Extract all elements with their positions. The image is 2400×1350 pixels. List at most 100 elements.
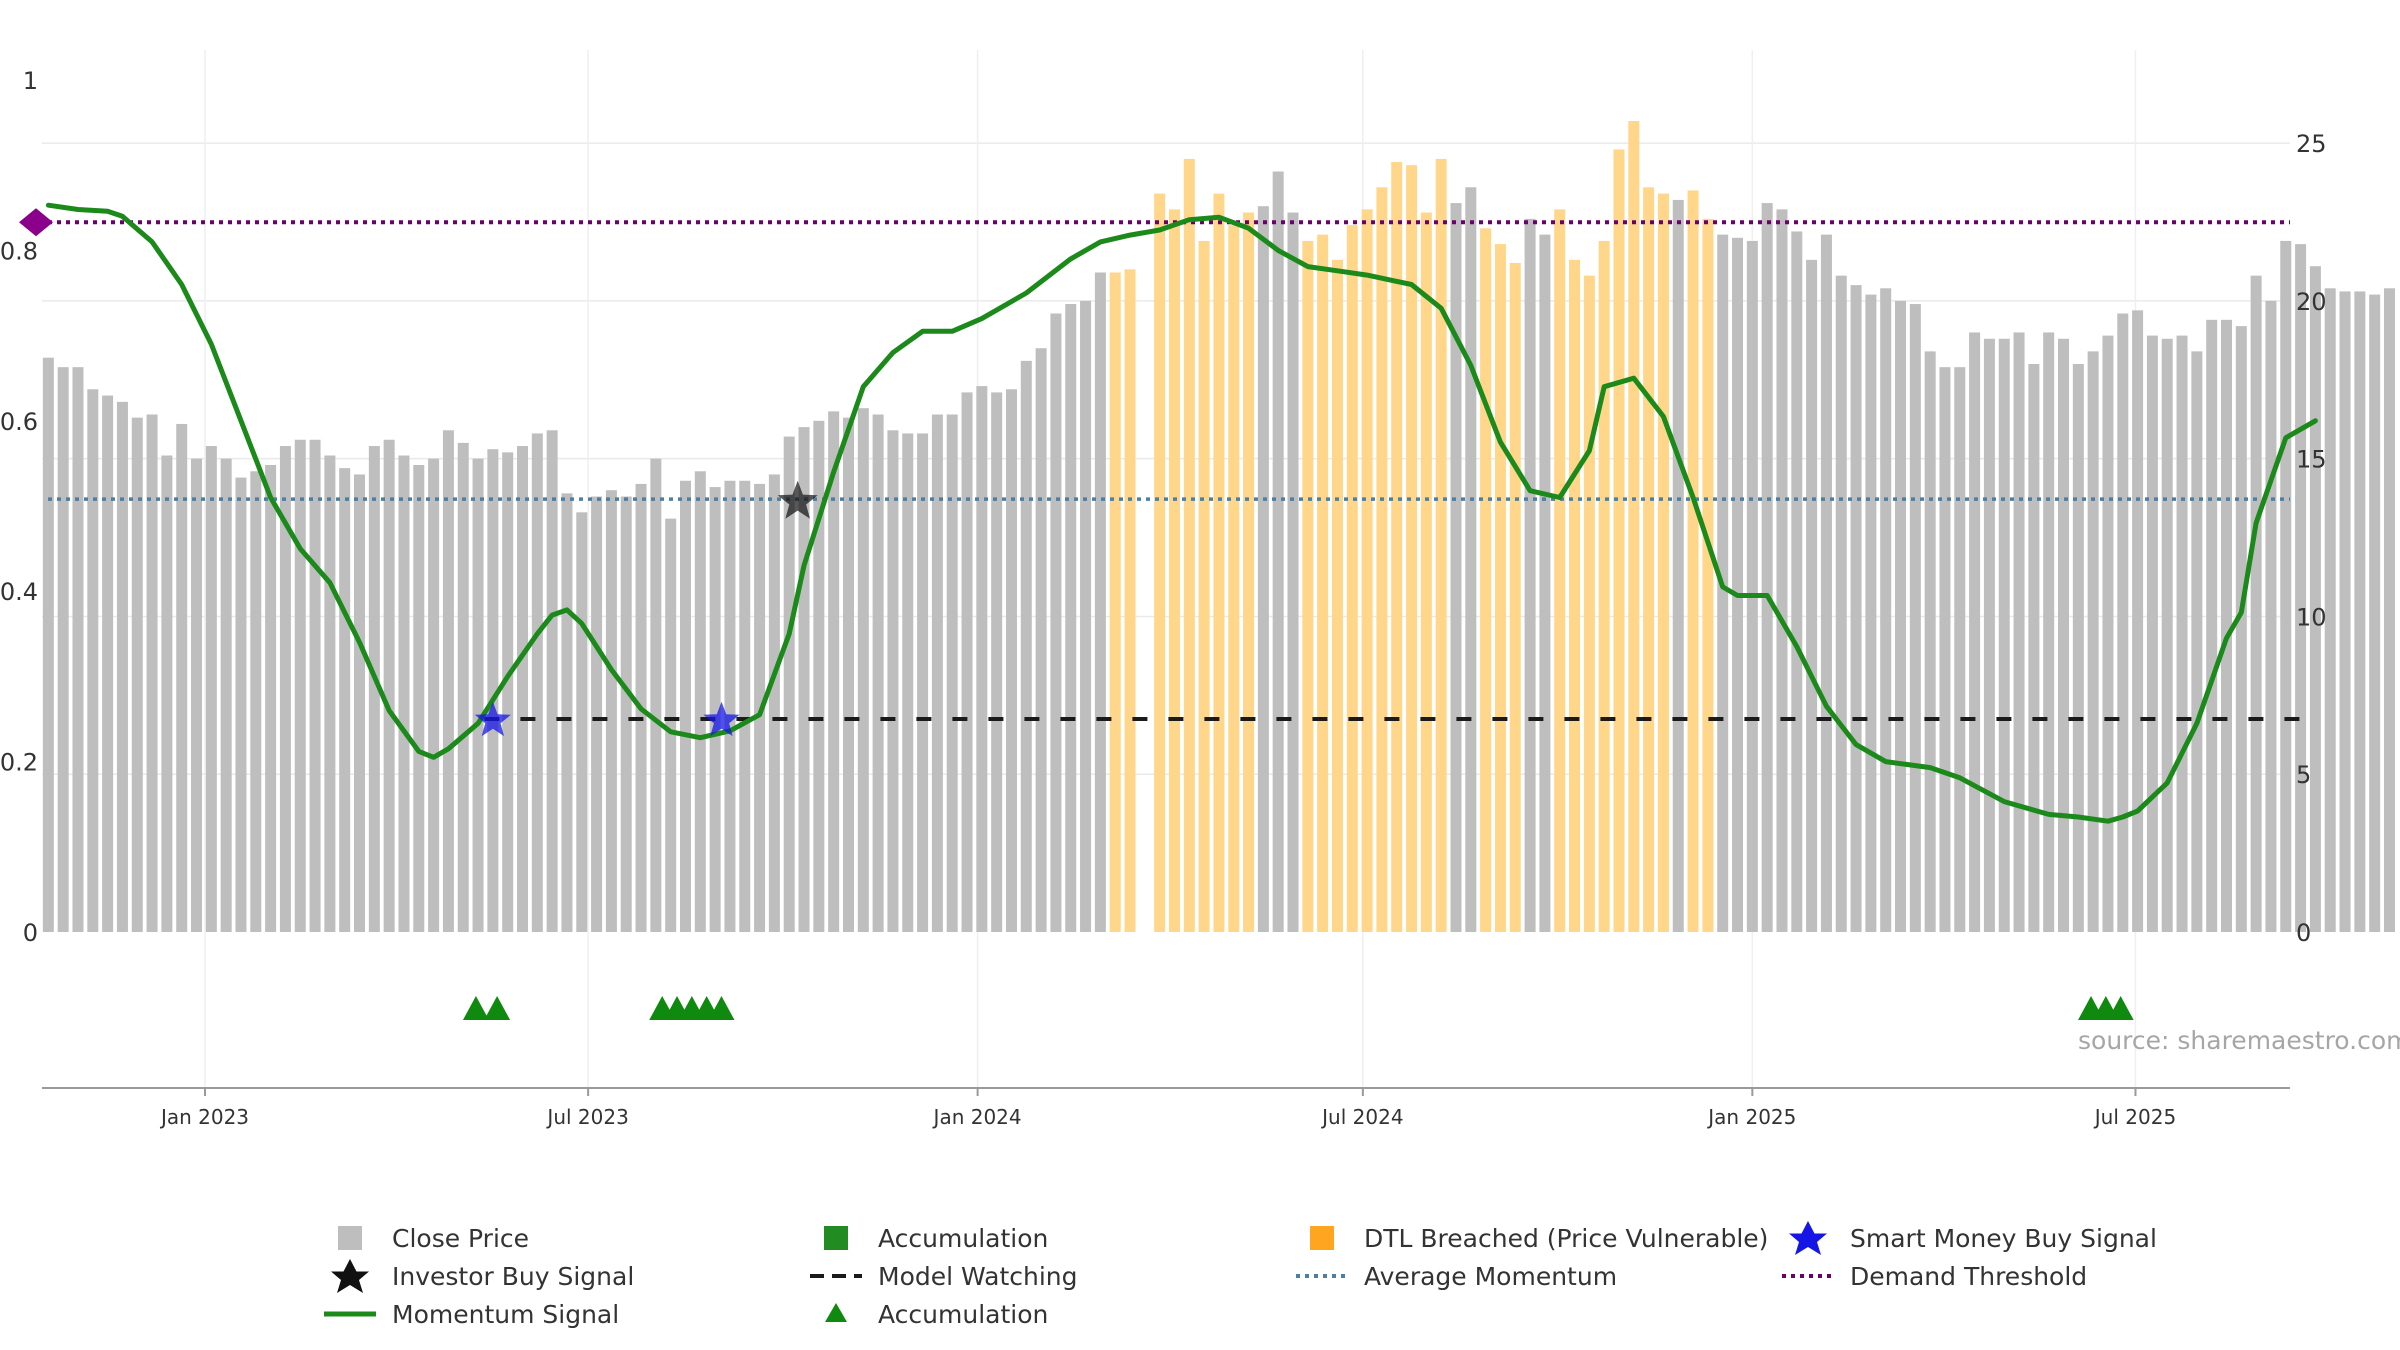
close-price-bar: [2028, 364, 2040, 932]
close-price-bar: [2220, 319, 2232, 932]
close-price-bar: [2339, 291, 2351, 932]
close-price-bar: [1835, 275, 1847, 933]
x-tick-label: Jan 2024: [932, 1105, 1022, 1129]
close-price-bar: [650, 458, 662, 932]
dtl-breached-bar: [1494, 244, 1506, 933]
smart-money-buy-signal-star: [703, 701, 740, 737]
dtl-breached-bar: [1168, 209, 1180, 932]
close-price-bar: [1524, 218, 1536, 932]
close-price-bar: [872, 414, 884, 932]
close-price-bar: [1924, 351, 1936, 932]
close-price-bar: [591, 496, 603, 932]
dtl-breached-bar: [1702, 218, 1714, 932]
accumulation-marker-triangle: [462, 996, 489, 1020]
close-price-bar: [472, 458, 484, 932]
close-price-bar: [1005, 389, 1017, 932]
close-price-bar: [354, 474, 366, 932]
close-price-bar: [161, 455, 173, 932]
accumulation-marker-triangle: [2107, 996, 2134, 1020]
close-price-bar: [235, 477, 247, 932]
orange-square-icon: [1310, 1226, 1334, 1250]
close-price-bar: [576, 512, 588, 932]
dtl-breached-bar: [1643, 187, 1655, 933]
left-y-tick-label: 0.2: [0, 749, 38, 777]
axes: Jan 2023 Jul 2023 Jan 2024 Jul 2024 Jan 2025…: [0, 67, 2327, 1129]
x-tick-label: Jan 2025: [1706, 1105, 1796, 1129]
dtl-breached-bar: [1598, 240, 1610, 932]
close-price-bar: [1895, 300, 1907, 932]
left-y-tick-label: 0: [23, 919, 38, 947]
dtl-breached-bar: [1213, 193, 1225, 933]
dtl-breached-bar: [1243, 212, 1255, 933]
legend-item-accumulation-markers: Accumulation: [806, 1296, 1048, 1332]
right-y-tick-label: 0: [2296, 919, 2311, 947]
price-bars: [42, 121, 2395, 933]
close-price-bar: [1035, 348, 1047, 932]
accumulation-marker-triangle: [708, 996, 735, 1020]
close-price-bar: [768, 474, 780, 932]
close-price-bar: [2369, 294, 2381, 933]
close-price-bar: [1539, 234, 1551, 933]
close-price-bar: [1820, 234, 1832, 933]
close-price-bar: [413, 464, 425, 932]
close-price-bar: [931, 414, 943, 932]
close-price-bar: [1983, 338, 1995, 932]
dtl-breached-bar: [1317, 234, 1329, 933]
close-price-bar: [798, 427, 810, 932]
x-tick-label: Jul 2024: [1320, 1105, 1403, 1129]
close-price-bar: [265, 464, 277, 932]
close-price-bar: [457, 442, 469, 932]
close-price-bar: [1909, 304, 1921, 932]
right-y-tick-label: 5: [2296, 761, 2311, 789]
legend-item-close-price: Close Price: [320, 1220, 529, 1256]
dtl-breached-bar: [1376, 187, 1388, 933]
green-square-icon: [824, 1226, 848, 1250]
close-price-bar: [205, 446, 217, 932]
green-line-icon: [324, 1311, 376, 1317]
close-price-bar: [2295, 244, 2307, 933]
close-price-bar: [487, 449, 499, 932]
close-price-bar: [887, 430, 899, 932]
right-y-tick-label: 10: [2296, 603, 2327, 631]
close-price-bar: [87, 389, 99, 932]
close-price-bar: [2117, 313, 2129, 932]
close-price-bar: [1776, 209, 1788, 932]
close-price-bar: [442, 430, 454, 932]
black-dashed-line-icon: [810, 1274, 862, 1278]
close-price-bar: [1465, 187, 1477, 933]
dtl-breached-bar: [1420, 212, 1432, 933]
close-price-bar: [2072, 364, 2084, 932]
close-price-bar: [191, 458, 203, 932]
close-price-bar: [102, 395, 114, 932]
close-price-bar: [709, 487, 721, 932]
legend-item-smart-money-buy-signal: Smart Money Buy Signal: [1778, 1220, 2157, 1256]
demand-threshold-marker: [19, 208, 53, 237]
legend-item-demand-threshold: Demand Threshold: [1778, 1258, 2087, 1294]
dtl-breached-bar: [1613, 149, 1625, 932]
close-price-bar: [176, 423, 188, 932]
legend-item-investor-buy-signal: Investor Buy Signal: [320, 1258, 634, 1294]
close-price-bar: [1287, 212, 1299, 933]
close-price-bar: [2250, 275, 2262, 933]
close-price-bar: [502, 452, 514, 932]
left-y-tick-label: 1: [23, 67, 38, 95]
close-price-bar: [1939, 367, 1951, 933]
close-price-bar: [1065, 304, 1077, 932]
close-price-bar: [813, 420, 825, 932]
legend-item-model-watching: Model Watching: [806, 1258, 1078, 1294]
dtl-breached-bar: [1346, 225, 1358, 933]
close-price-bar: [828, 411, 840, 932]
close-price-bar: [383, 439, 395, 932]
close-price-bar: [2191, 351, 2203, 932]
signal-markers: [462, 480, 2134, 1020]
dtl-breached-bar: [1361, 209, 1373, 932]
x-tick-label: Jan 2023: [159, 1105, 249, 1129]
legend-item-average-momentum: Average Momentum: [1292, 1258, 1617, 1294]
close-price-bar: [1450, 203, 1462, 933]
dtl-breached-bar: [1391, 162, 1403, 933]
green-triangle-icon: [825, 1303, 847, 1322]
close-price-bar: [220, 458, 232, 932]
legend-label: Smart Money Buy Signal: [1850, 1223, 2157, 1253]
